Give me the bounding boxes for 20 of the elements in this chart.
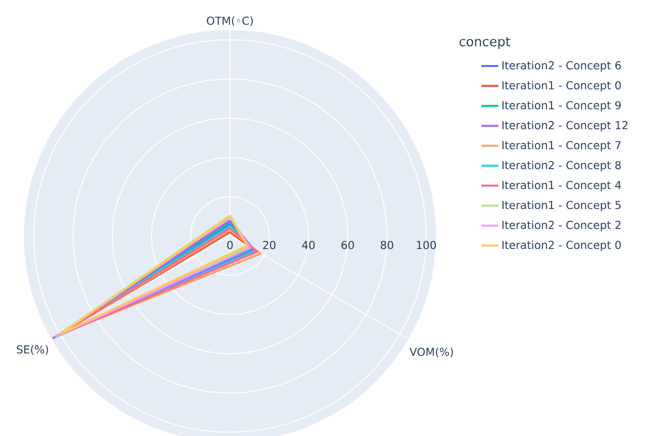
legend-label: Iteration2 - Concept 8 [502,160,621,172]
spoke-label: VOM(%) [410,348,453,358]
y-tick-label: 40 [302,240,315,250]
legend-label: Iteration2 - Concept 6 [502,60,621,72]
y-tick-label: 60 [342,240,354,250]
legend-title: concept [460,37,510,49]
y-tick-label: 0 [227,240,233,250]
legend-label: Iteration2 - Concept 2 [502,220,620,232]
legend-label: Iteration1 - Concept 9 [502,100,621,112]
spoke-label: OTM(◦C) [206,16,253,26]
y-tick-label: 20 [263,240,276,250]
legend-label: Iteration1 - Concept 4 [502,180,621,192]
legend-label: Iteration1 - Concept 0 [502,80,621,92]
legend-label: Iteration1 - Concept 7 [502,140,621,152]
spoke-label: SE(%) [16,345,48,355]
legend-label: Iteration2 - Concept 0 [502,240,621,252]
y-tick-label: 80 [380,240,394,250]
legend-label: Iteration2 - Concept 12 [502,120,628,132]
legend-label: Iteration1 - Concept 5 [502,200,621,212]
y-tick-label: 100 [416,240,436,250]
